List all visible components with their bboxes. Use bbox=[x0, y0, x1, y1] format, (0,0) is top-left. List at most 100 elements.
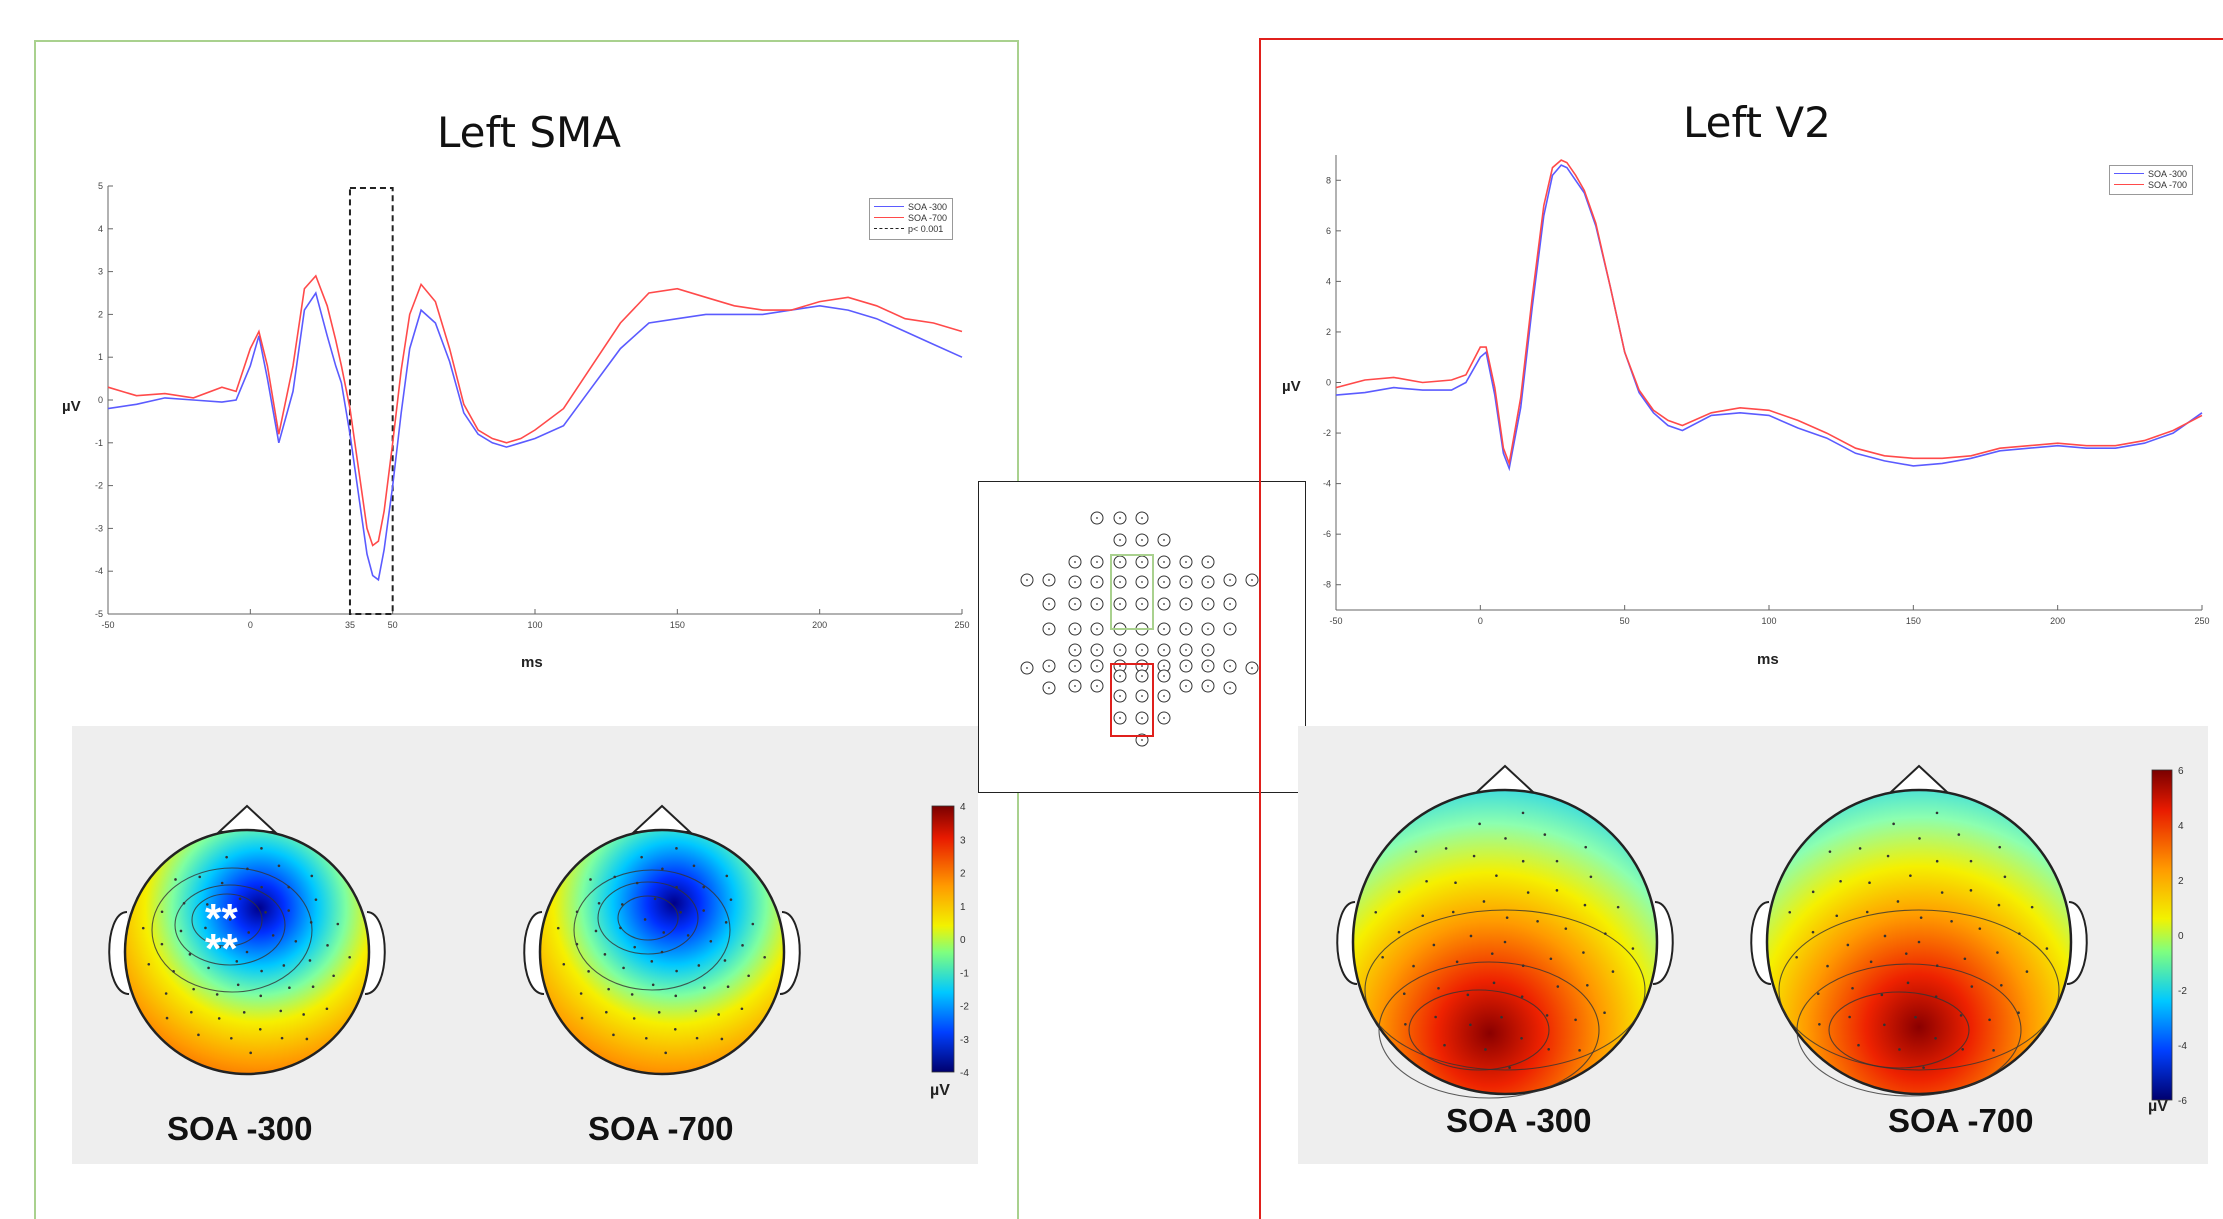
electrode-dot bbox=[1935, 964, 1939, 968]
electrode-dot bbox=[619, 926, 622, 930]
electrode-dot bbox=[260, 885, 263, 889]
right-colorbar-unit: µV bbox=[2148, 1098, 2168, 1115]
electrode-montage-icon bbox=[978, 481, 1306, 793]
electrode-dot bbox=[1492, 981, 1496, 985]
electrode-dot bbox=[1484, 1048, 1487, 1051]
electrode-dot bbox=[264, 911, 267, 914]
electrode-dot bbox=[1828, 850, 1832, 853]
electrode-dot bbox=[246, 867, 249, 871]
electrode-center bbox=[1163, 603, 1165, 605]
colorbar-tick-label: -2 bbox=[960, 1002, 969, 1013]
colorbar-tick-label: 4 bbox=[960, 802, 966, 813]
electrode-center bbox=[1141, 717, 1143, 719]
electrode-center bbox=[1096, 649, 1098, 651]
head-ear-left bbox=[1750, 901, 1772, 985]
electrode-dot bbox=[1500, 1015, 1503, 1019]
electrode-center bbox=[1096, 581, 1098, 583]
electrode-center bbox=[1185, 561, 1187, 563]
electrode-center bbox=[1207, 561, 1209, 563]
x-tick-label: 250 bbox=[2194, 616, 2209, 626]
series-line-1 bbox=[107, 274, 963, 547]
electrode-dot bbox=[562, 962, 566, 966]
electrode-dot bbox=[1811, 930, 1815, 934]
contour-line bbox=[1778, 909, 2060, 1071]
electrode-dot bbox=[294, 939, 298, 943]
electrode-center bbox=[1141, 517, 1143, 519]
left-v2-erp-chart: -8 -6 -4 -2 0 2 4 6 8 -50 0 50 100 150 200 250 bbox=[1323, 155, 2210, 626]
electrode-dot bbox=[282, 964, 286, 967]
electrode-dot bbox=[1432, 943, 1436, 947]
electrode-dot bbox=[605, 1010, 608, 1014]
electrode-dot bbox=[1589, 875, 1593, 879]
electrode-dot bbox=[1582, 951, 1585, 954]
electrode-dot bbox=[703, 986, 706, 990]
electrode-dot bbox=[1906, 981, 1910, 985]
electrode-dot bbox=[228, 918, 232, 921]
electrode-dot bbox=[1904, 952, 1908, 955]
electrode-dot bbox=[1988, 1018, 1991, 1022]
electrode-dot bbox=[314, 898, 318, 901]
sma-roi-box bbox=[1110, 554, 1154, 630]
electrode-center bbox=[1163, 695, 1165, 697]
electrode-dot bbox=[741, 944, 744, 947]
right-topomaps: 6 4 2 0 -2 -4 -6 bbox=[1336, 764, 2187, 1107]
electrode-dot bbox=[1556, 985, 1560, 988]
electrode-center bbox=[1141, 739, 1143, 741]
significance-stars: ** ** bbox=[205, 895, 238, 972]
electrode-center bbox=[1074, 685, 1076, 687]
significance-window bbox=[348, 187, 394, 615]
electrode-center bbox=[1048, 687, 1050, 689]
electrode-dot bbox=[1992, 1049, 1995, 1052]
electrode-dot bbox=[225, 855, 228, 859]
right-topo-label-300: SOA -300 bbox=[1446, 1102, 1592, 1139]
colorbar-tick-label: 0 bbox=[2178, 931, 2184, 942]
electrode-dot bbox=[1478, 822, 1481, 826]
electrode-dot bbox=[657, 1011, 661, 1014]
electrode-dot bbox=[1521, 964, 1525, 968]
electrode-dot bbox=[1455, 960, 1459, 964]
electrode-dot bbox=[271, 934, 275, 937]
y-tick-label: -1 bbox=[95, 438, 103, 448]
electrode-dot bbox=[215, 993, 219, 996]
contour-line bbox=[1364, 909, 1646, 1071]
electrode-dot bbox=[1969, 859, 1973, 863]
electrode-dot bbox=[587, 970, 590, 973]
electrode-dot bbox=[1826, 964, 1829, 968]
electrode-center bbox=[1119, 695, 1121, 697]
electrode-dot bbox=[2003, 875, 2007, 879]
electrode-dot bbox=[675, 885, 678, 889]
y-tick-label: 2 bbox=[1326, 327, 1331, 337]
electrode-dot bbox=[260, 969, 263, 973]
electrode-dot bbox=[661, 867, 664, 871]
electrode-dot bbox=[653, 897, 657, 901]
electrode-dot bbox=[1472, 854, 1476, 858]
electrode-center bbox=[1163, 675, 1165, 677]
electrode-center bbox=[1207, 603, 1209, 605]
electrode-dot bbox=[1883, 1023, 1886, 1027]
y-tick-label: 4 bbox=[98, 224, 103, 234]
electrode-dot bbox=[763, 955, 766, 959]
electrode-dot bbox=[207, 966, 210, 970]
electrode-dot bbox=[174, 878, 177, 881]
electrode-dot bbox=[1998, 845, 2002, 849]
colorbar-tick-label: -2 bbox=[2178, 986, 2187, 997]
electrode-dot bbox=[1816, 992, 1820, 996]
electrode-center bbox=[1163, 581, 1165, 583]
head-nose bbox=[216, 804, 278, 833]
electrode-center bbox=[1119, 665, 1121, 667]
electrode-dot bbox=[1839, 879, 1842, 883]
y-tick-label: -8 bbox=[1323, 580, 1331, 590]
electrode-dot bbox=[1963, 957, 1967, 961]
electrode-dot bbox=[311, 985, 315, 989]
electrode-dot bbox=[205, 903, 209, 906]
x-tick-label: 100 bbox=[527, 620, 542, 630]
head-ear-left bbox=[1336, 901, 1358, 985]
electrode-dot bbox=[632, 1017, 636, 1020]
electrode-dot bbox=[612, 1033, 615, 1037]
colorbar-tick-label: -1 bbox=[960, 968, 969, 979]
electrode-center bbox=[1185, 685, 1187, 687]
electrode-center bbox=[1141, 581, 1143, 583]
electrode-dot bbox=[287, 885, 291, 889]
electrode-center bbox=[1096, 628, 1098, 630]
electrode-dot bbox=[336, 922, 340, 926]
